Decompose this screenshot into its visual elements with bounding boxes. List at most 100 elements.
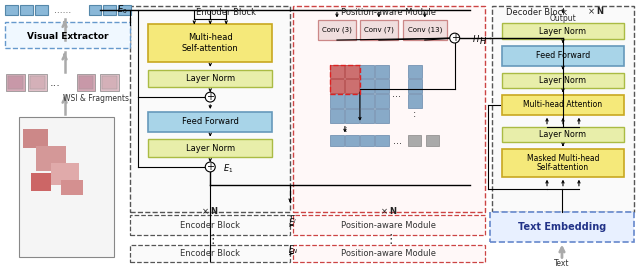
Text: WSI & Fragments: WSI & Fragments — [63, 94, 129, 102]
Text: :: : — [344, 125, 348, 134]
Bar — [35, 5, 47, 15]
Text: $E_N$: $E_N$ — [288, 243, 298, 256]
Text: ......: ...... — [54, 6, 71, 15]
Bar — [408, 94, 422, 108]
Text: Position-aware Module: Position-aware Module — [341, 249, 436, 258]
Text: Conv (3): Conv (3) — [322, 27, 352, 33]
Bar — [318, 20, 356, 40]
Bar — [330, 94, 344, 108]
Text: +: + — [451, 33, 459, 43]
Bar — [360, 94, 374, 108]
Bar — [502, 95, 625, 115]
Bar — [502, 149, 625, 177]
Text: $\vdots$: $\vdots$ — [206, 232, 214, 246]
Bar — [345, 109, 359, 123]
Text: Multi-head Attention: Multi-head Attention — [524, 101, 602, 109]
Text: ...: ... — [392, 89, 401, 99]
Bar — [360, 65, 374, 79]
Bar — [104, 5, 116, 15]
Text: Position-aware Module: Position-aware Module — [341, 8, 436, 17]
Text: Layer Norm: Layer Norm — [540, 130, 586, 139]
Bar — [148, 112, 272, 132]
Bar — [293, 215, 484, 235]
Text: +: + — [206, 92, 214, 102]
Text: $\times$ N: $\times$ N — [588, 5, 605, 16]
Bar — [28, 75, 47, 91]
Bar — [345, 65, 359, 79]
Bar — [131, 215, 290, 235]
Bar — [375, 65, 389, 79]
Text: Masked Multi-head: Masked Multi-head — [527, 154, 599, 162]
Text: Encoder Block: Encoder Block — [180, 221, 240, 229]
Bar — [502, 46, 625, 66]
Bar — [4, 22, 131, 48]
Text: Text: Text — [554, 259, 570, 268]
Text: Text Embedding: Text Embedding — [518, 222, 606, 232]
Bar — [148, 139, 272, 157]
Text: $\vdots$: $\vdots$ — [385, 232, 394, 246]
Text: Layer Norm: Layer Norm — [186, 74, 235, 83]
Circle shape — [450, 33, 460, 43]
Bar — [19, 117, 115, 257]
Text: Position-aware Module: Position-aware Module — [341, 221, 436, 229]
Bar — [502, 23, 625, 39]
Bar — [403, 20, 447, 40]
Bar — [375, 136, 389, 146]
Bar — [330, 136, 344, 146]
Bar — [502, 127, 625, 142]
Circle shape — [205, 92, 215, 102]
Text: $E_1$: $E_1$ — [223, 163, 234, 175]
Bar — [6, 75, 25, 91]
Bar — [79, 76, 93, 89]
Text: Feed Forward: Feed Forward — [182, 117, 239, 126]
Bar — [22, 129, 47, 148]
Bar — [330, 65, 360, 94]
Text: :: : — [413, 109, 417, 119]
Bar — [293, 6, 484, 212]
Text: Self-attention: Self-attention — [537, 164, 589, 172]
Text: Output: Output — [550, 14, 577, 23]
Bar — [345, 79, 359, 93]
Bar — [131, 6, 290, 212]
Text: Conv (7): Conv (7) — [364, 27, 394, 33]
Bar — [375, 109, 389, 123]
Text: $H$: $H$ — [479, 34, 486, 45]
Text: Layer Norm: Layer Norm — [540, 27, 586, 36]
Bar — [492, 6, 634, 212]
Bar — [375, 79, 389, 93]
Bar — [360, 79, 374, 93]
Text: Layer Norm: Layer Norm — [186, 144, 235, 153]
Text: Visual Extractor: Visual Extractor — [27, 32, 108, 41]
Bar — [330, 109, 344, 123]
Bar — [118, 5, 131, 15]
Text: Self-attention: Self-attention — [182, 44, 239, 54]
Bar — [77, 75, 95, 91]
Text: ...: ... — [50, 78, 61, 88]
Text: Layer Norm: Layer Norm — [540, 76, 586, 85]
Bar — [102, 76, 118, 89]
Bar — [426, 136, 439, 146]
Bar — [408, 65, 422, 79]
Bar — [8, 76, 22, 89]
Text: $H$: $H$ — [472, 33, 479, 44]
Bar — [360, 20, 398, 40]
Text: $\times$ N: $\times$ N — [201, 205, 220, 216]
Bar — [360, 109, 374, 123]
Bar — [61, 180, 83, 194]
Bar — [88, 5, 102, 15]
Text: $E_0$: $E_0$ — [117, 3, 128, 16]
Bar — [408, 79, 422, 93]
Circle shape — [205, 162, 215, 172]
Bar — [502, 73, 625, 88]
Bar — [100, 75, 120, 91]
Bar — [345, 136, 359, 146]
Bar — [4, 5, 18, 15]
Bar — [293, 245, 484, 262]
Text: +: + — [206, 162, 214, 172]
Bar — [345, 94, 359, 108]
Bar — [131, 245, 290, 262]
Text: ...: ... — [394, 136, 403, 146]
Text: Feed Forward: Feed Forward — [536, 51, 590, 60]
Bar — [490, 212, 634, 242]
Bar — [360, 136, 374, 146]
